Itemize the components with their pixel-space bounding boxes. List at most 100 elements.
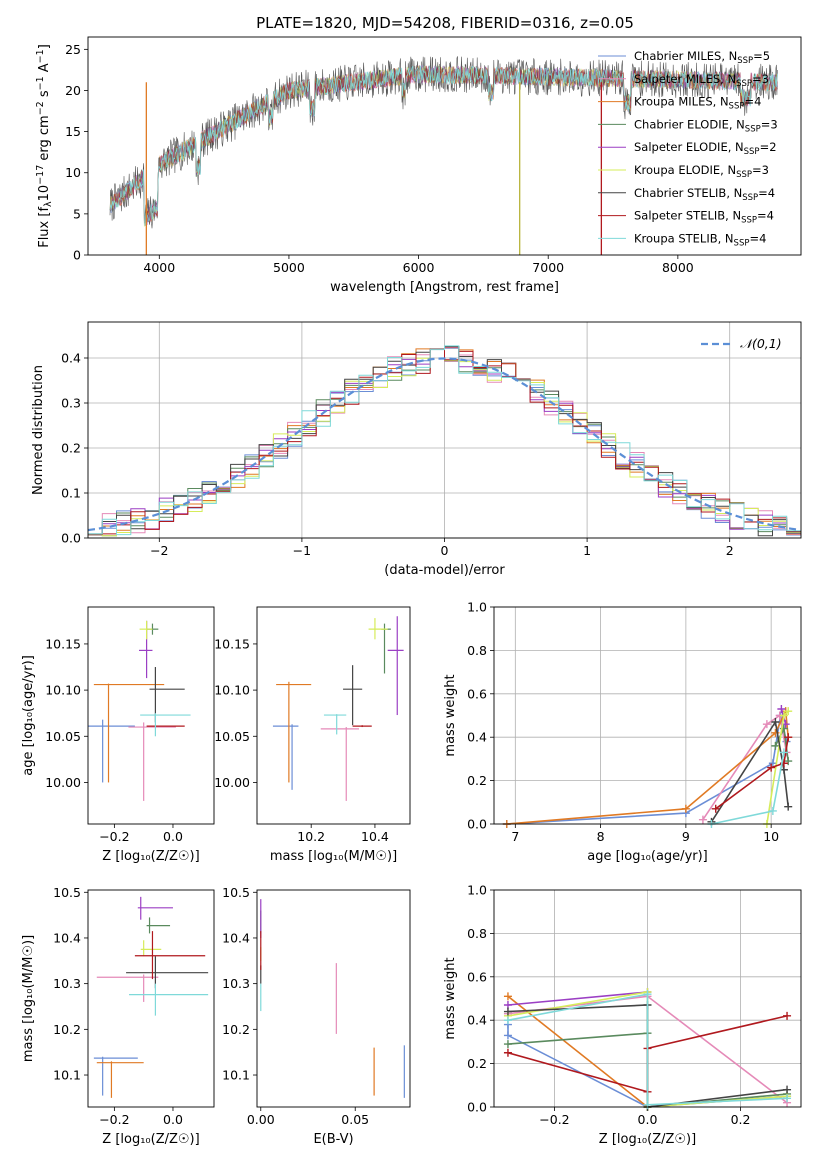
spectrum-axes: 4000 5000 6000 7000 8000 0 5 10 15 20 25 xyxy=(65,42,694,275)
y-tick-label: 0.6 xyxy=(467,686,487,701)
y-tick-label: 10.2 xyxy=(53,1022,81,1037)
x-tick-label: 8 xyxy=(597,829,605,844)
mass_vs_ebv-points xyxy=(260,899,405,1098)
x-tick-label: 0.05 xyxy=(341,1112,369,1127)
y-tick-label: 0.0 xyxy=(467,817,487,832)
legend-entry: 𝒩(0,1) xyxy=(740,336,782,351)
y-tick-label: 10.10 xyxy=(214,683,250,698)
weight-marker xyxy=(779,748,788,757)
mass_vs_ebv-axes: 0.00 0.05 10.1 10.2 10.3 10.4 10.5 xyxy=(222,885,369,1127)
mass_weight_vs_age-ylabel: mass weight xyxy=(443,674,458,756)
normal-reference-curve xyxy=(88,357,799,532)
weight-marker xyxy=(768,806,777,815)
y-tick-label: 0.0 xyxy=(61,531,81,546)
mass_vs_Z-frame xyxy=(87,889,215,1108)
y-tick-label: 10.05 xyxy=(45,729,81,744)
weight-marker xyxy=(777,704,786,713)
y-tick-label: 10.15 xyxy=(214,636,250,651)
x-tick-label: 0.2 xyxy=(731,1112,751,1127)
spectrum-legend: Chabrier MILES, NSSP=5 Salpeter MILES, NS… xyxy=(598,49,778,248)
weight-marker xyxy=(643,990,652,999)
y-tick-label: 10.4 xyxy=(222,930,250,945)
x-tick-label: 7000 xyxy=(532,260,564,275)
y-tick-label: 0.8 xyxy=(467,643,487,658)
age_vs_Z-ylabel: age [log₁₀(age/yr)] xyxy=(21,655,36,776)
histogram-series xyxy=(88,348,801,536)
mass_weight_vs_age-xlabel: age [log₁₀(age/yr)] xyxy=(587,849,708,864)
weight-line xyxy=(507,995,648,1108)
x-tick-label: 7 xyxy=(511,829,519,844)
x-tick-label: 8000 xyxy=(662,260,694,275)
y-tick-label: 10.1 xyxy=(53,1068,81,1083)
y-tick-label: 0.4 xyxy=(61,351,81,366)
age_vs_Z-axes: −0.2 0.0 10.00 10.05 10.10 10.15 xyxy=(45,636,183,844)
model-spectrum xyxy=(109,65,778,226)
age_vs_mass-frame xyxy=(256,606,411,825)
x-tick-label: 10 xyxy=(763,829,779,844)
weight-marker xyxy=(711,804,720,813)
y-tick-label: 5 xyxy=(73,206,81,221)
y-tick-label: 10.05 xyxy=(214,729,250,744)
y-tick-label: 10.10 xyxy=(45,683,81,698)
model-spectrum xyxy=(109,65,778,226)
weight-marker xyxy=(783,1011,792,1020)
weight-marker xyxy=(783,1085,792,1094)
age_vs_Z-frame xyxy=(87,606,215,825)
y-tick-label: 0.2 xyxy=(467,1056,487,1071)
weight-marker xyxy=(698,815,707,824)
spectrum-ylabel: Flux [fλ10−17 erg cm−2 s−1 A−1] xyxy=(35,44,54,248)
y-tick-label: 10 xyxy=(65,165,81,180)
panels: 4000 5000 6000 7000 80000510152025wavelength… xyxy=(21,36,802,1147)
mass_vs_Z-axes: −0.2 0.0 10.1 10.2 10.3 10.4 10.5 xyxy=(53,885,183,1127)
legend-entry: Chabrier MILES, NSSP=5 xyxy=(634,49,770,66)
weight-marker xyxy=(784,757,793,766)
residuals-frame xyxy=(87,321,802,539)
y-tick-label: 25 xyxy=(65,42,81,57)
histogram-series xyxy=(88,345,801,536)
y-tick-label: 10.3 xyxy=(222,976,250,991)
weight-marker xyxy=(503,1040,512,1049)
weight-marker xyxy=(771,741,780,750)
weight-marker xyxy=(784,707,793,716)
mass_weight_vs_Z-frame xyxy=(493,889,802,1108)
y-tick-label: 10.5 xyxy=(53,885,81,900)
x-tick-label: −0.2 xyxy=(99,829,129,844)
weight-marker xyxy=(503,1007,512,1016)
legend-entry: Kroupa STELIB, NSSP=4 xyxy=(634,231,766,248)
weight-line xyxy=(702,714,788,821)
spectrum-lines xyxy=(109,56,778,255)
x-tick-label: 10.2 xyxy=(297,829,325,844)
histograms xyxy=(88,345,801,537)
mass_weight_vs_Z-series xyxy=(503,987,792,1111)
y-tick-label: 0.0 xyxy=(467,1100,487,1115)
weight-marker xyxy=(643,1100,652,1109)
x-tick-label: 5000 xyxy=(273,260,305,275)
y-tick-label: 0 xyxy=(73,248,81,263)
mass_weight_vs_age-frame xyxy=(493,606,802,825)
x-tick-label: 0.0 xyxy=(163,829,183,844)
weight-marker xyxy=(784,733,793,742)
weight-marker xyxy=(768,759,777,768)
legend-entry: Chabrier ELODIE, NSSP=3 xyxy=(634,117,778,134)
y-tick-label: 10.4 xyxy=(53,930,81,945)
y-tick-label: 10.2 xyxy=(222,1022,250,1037)
x-tick-label: 1 xyxy=(583,543,591,558)
x-tick-label: 0 xyxy=(441,543,449,558)
weight-marker xyxy=(503,1016,512,1025)
weight-line xyxy=(715,737,789,810)
age_vs_mass-axes: 10.2 10.4 10.00 10.05 10.10 10.15 xyxy=(214,636,389,844)
x-tick-label: 9 xyxy=(682,829,690,844)
weight-line xyxy=(507,991,648,1006)
spectrum-xlabel: wavelength [Angstrom, rest frame] xyxy=(330,280,559,295)
residuals-axes: −2 −1 0 1 2 0.0 0.1 0.2 0.3 0.4 xyxy=(61,322,801,558)
y-tick-label: 0.1 xyxy=(61,486,81,501)
x-tick-label: 10.4 xyxy=(361,829,389,844)
mass_weight_vs_age-series xyxy=(502,704,793,828)
weight-marker xyxy=(681,804,690,813)
weight-marker xyxy=(784,802,793,811)
weight-marker xyxy=(783,1094,792,1103)
figure-title: PLATE=1820, MJD=54208, FIBERID=0316, z=0… xyxy=(256,14,634,32)
y-tick-label: 10.5 xyxy=(222,885,250,900)
weight-marker xyxy=(771,718,780,727)
